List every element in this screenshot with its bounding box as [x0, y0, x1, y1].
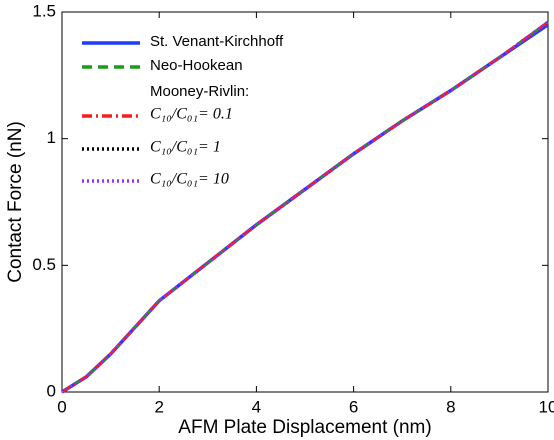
legend-label: C₁₀/C₀₁= 10: [150, 171, 229, 188]
y-tick-label: 1: [47, 128, 56, 147]
legend-label: St. Venant-Kirchhoff: [150, 33, 284, 50]
legend-label: Neo-Hookean: [150, 57, 243, 74]
x-axis-label: AFM Plate Displacement (nm): [178, 417, 431, 438]
data-line: [61, 20, 549, 394]
legend-group-label: Mooney-Rivlin:: [150, 83, 249, 100]
x-tick-label: 0: [57, 397, 66, 416]
y-tick-label: 1.5: [32, 1, 56, 20]
data-line: [61, 23, 549, 394]
legend-label: C₁₀/C₀₁= 1: [150, 139, 221, 156]
data-line: [61, 20, 549, 394]
y-tick-label: 0.5: [32, 255, 56, 274]
x-tick-label: 10: [539, 397, 554, 416]
x-tick-label: 2: [154, 397, 163, 416]
plot-frame: [61, 11, 549, 393]
x-tick-label: 8: [446, 397, 455, 416]
x-tick-label: 6: [349, 397, 358, 416]
data-line: [61, 20, 549, 394]
legend-label: C₁₀/C₀₁= 0.1: [150, 106, 233, 123]
y-tick-label: 0: [47, 381, 56, 400]
x-tick-label: 4: [252, 397, 261, 416]
data-line: [61, 20, 549, 394]
y-axis-label: Contact Force (nN): [5, 121, 26, 283]
